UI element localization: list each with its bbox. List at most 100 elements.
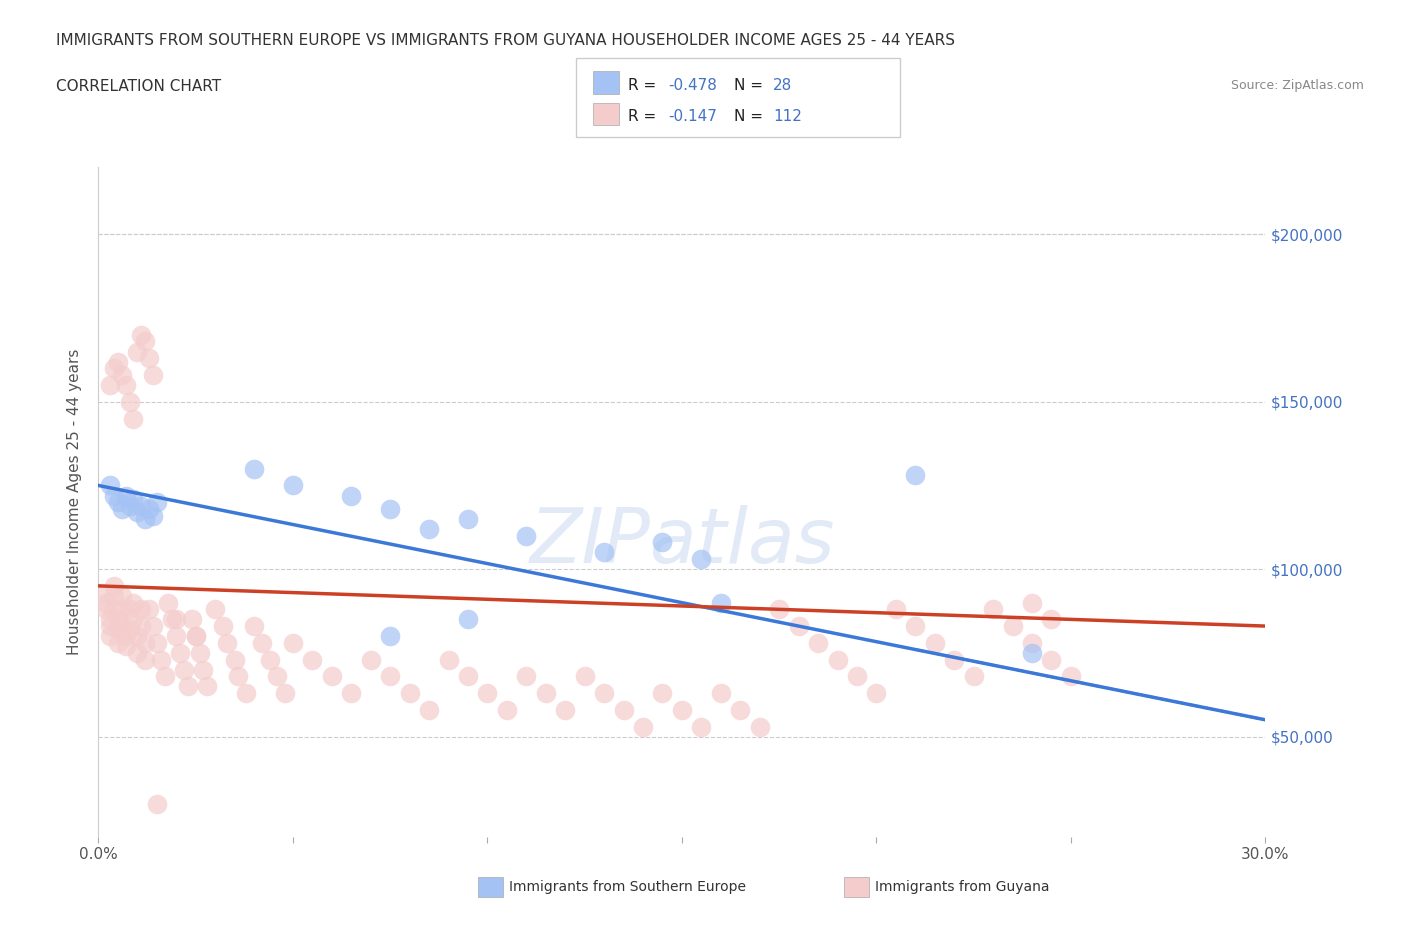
Point: [651, 535, 673, 550]
Point: [690, 719, 713, 734]
Point: [103, 602, 125, 617]
Point: [274, 685, 297, 700]
Point: [266, 669, 288, 684]
Text: Immigrants from Guyana: Immigrants from Guyana: [875, 880, 1049, 895]
Point: [142, 618, 165, 633]
Point: [103, 589, 125, 604]
Point: [457, 512, 479, 526]
Point: [437, 652, 460, 667]
Point: [129, 327, 152, 342]
Text: IMMIGRANTS FROM SOUTHERN EUROPE VS IMMIGRANTS FROM GUYANA HOUSEHOLDER INCOME AGE: IMMIGRANTS FROM SOUTHERN EUROPE VS IMMIG…: [56, 33, 955, 47]
Point: [134, 334, 156, 349]
Point: [943, 652, 966, 667]
Point: [118, 394, 141, 409]
Point: [162, 612, 184, 627]
Point: [96, 602, 118, 617]
Point: [212, 618, 235, 633]
Point: [122, 411, 145, 426]
Y-axis label: Householder Income Ages 25 - 44 years: Householder Income Ages 25 - 44 years: [67, 349, 83, 656]
Point: [103, 488, 125, 503]
Point: [98, 612, 121, 627]
Point: [134, 635, 156, 650]
Point: [613, 702, 636, 717]
Point: [1060, 669, 1083, 684]
Point: [127, 505, 149, 520]
Text: Source: ZipAtlas.com: Source: ZipAtlas.com: [1230, 79, 1364, 92]
Point: [129, 618, 152, 633]
Point: [495, 702, 517, 717]
Point: [593, 545, 616, 560]
Point: [138, 501, 160, 516]
Point: [127, 344, 149, 359]
Point: [146, 635, 169, 650]
Point: [204, 602, 226, 617]
Point: [515, 528, 537, 543]
Point: [243, 618, 266, 633]
Point: [146, 495, 169, 510]
Point: [114, 639, 136, 654]
Point: [98, 478, 121, 493]
Point: [398, 685, 420, 700]
Point: [111, 602, 134, 617]
Point: [122, 491, 145, 506]
Point: [111, 367, 134, 382]
Point: [534, 685, 557, 700]
Point: [127, 629, 149, 644]
Point: [981, 602, 1004, 617]
Point: [165, 629, 187, 644]
Point: [138, 602, 160, 617]
Point: [690, 551, 713, 566]
Point: [243, 461, 266, 476]
Point: [477, 685, 499, 700]
Point: [1021, 595, 1043, 610]
Point: [904, 468, 927, 483]
Text: -0.147: -0.147: [668, 109, 717, 125]
Point: [281, 635, 304, 650]
Point: [301, 652, 323, 667]
Point: [321, 669, 343, 684]
Point: [103, 361, 125, 376]
Point: [129, 602, 152, 617]
Point: [149, 652, 172, 667]
Point: [235, 685, 257, 700]
Point: [378, 629, 402, 644]
Point: [107, 612, 129, 627]
Point: [651, 685, 673, 700]
Point: [96, 595, 118, 610]
Point: [865, 685, 887, 700]
Point: [195, 679, 218, 694]
Point: [169, 645, 191, 660]
Point: [114, 488, 136, 503]
Point: [107, 495, 129, 510]
Text: -0.478: -0.478: [668, 78, 717, 93]
Point: [157, 595, 180, 610]
Point: [146, 796, 169, 811]
Point: [593, 685, 616, 700]
Point: [180, 612, 202, 627]
Point: [107, 635, 129, 650]
Text: CORRELATION CHART: CORRELATION CHART: [56, 79, 221, 94]
Point: [340, 488, 363, 503]
Point: [748, 719, 770, 734]
Point: [378, 669, 402, 684]
Text: N =: N =: [734, 109, 768, 125]
Text: N =: N =: [734, 78, 768, 93]
Point: [360, 652, 382, 667]
Point: [122, 612, 145, 627]
Point: [111, 501, 134, 516]
Point: [787, 618, 810, 633]
Point: [259, 652, 281, 667]
Point: [378, 501, 402, 516]
Point: [281, 478, 304, 493]
Point: [215, 635, 238, 650]
Point: [457, 612, 479, 627]
Point: [118, 498, 141, 513]
Point: [1021, 645, 1043, 660]
Point: [250, 635, 273, 650]
Point: [107, 354, 129, 369]
Point: [768, 602, 790, 617]
Point: [118, 602, 141, 617]
Point: [846, 669, 869, 684]
Point: [134, 512, 156, 526]
Point: [184, 629, 207, 644]
